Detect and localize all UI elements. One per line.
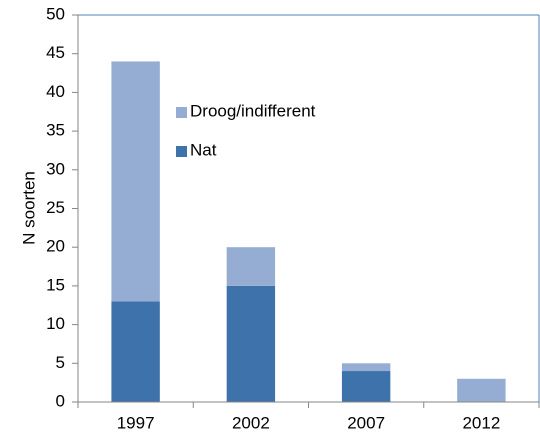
- y-tick-label: 10: [46, 314, 65, 333]
- bar-segment: [226, 247, 276, 286]
- x-tick-label: 2007: [347, 413, 385, 432]
- x-tick-label: 2002: [232, 413, 270, 432]
- bar-segment: [341, 363, 391, 372]
- y-tick-label: 35: [46, 121, 65, 140]
- bar-segment: [111, 61, 160, 302]
- x-tick-label: 1997: [117, 413, 155, 432]
- legend-swatch: [176, 146, 187, 157]
- y-tick-label: 0: [56, 391, 65, 410]
- x-tick-label: 2012: [462, 413, 500, 432]
- y-axis-label: N soorten: [19, 171, 38, 245]
- y-tick-label: 30: [46, 159, 65, 178]
- legend-label: Droog/indifferent: [190, 101, 316, 120]
- y-tick-label: 20: [46, 237, 65, 256]
- y-tick-label: 15: [46, 275, 65, 294]
- bar-segment: [341, 371, 391, 402]
- y-tick-label: 40: [46, 82, 65, 101]
- legend-label: Nat: [190, 140, 217, 159]
- bar-segment: [457, 378, 506, 402]
- bar-segment: [111, 301, 160, 402]
- y-tick-label: 50: [46, 4, 65, 23]
- y-tick-label: 5: [56, 353, 65, 372]
- y-tick-label: 45: [46, 43, 65, 62]
- y-tick-label: 25: [46, 198, 65, 217]
- legend-swatch: [176, 107, 187, 118]
- bar-segment: [226, 285, 276, 402]
